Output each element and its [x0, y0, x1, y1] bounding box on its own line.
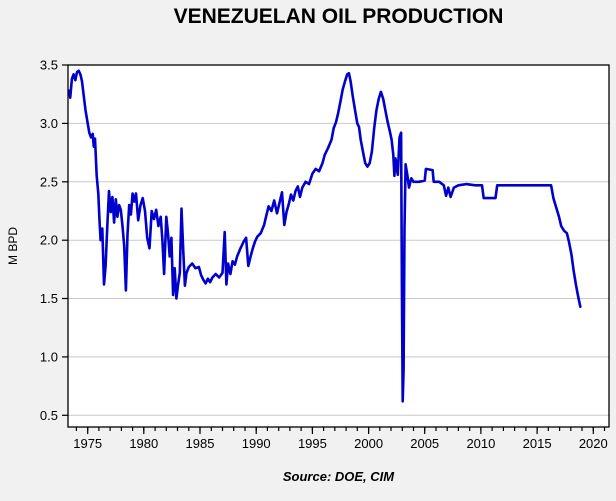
x-tick-label: 2010	[466, 436, 495, 451]
y-axis-title: M BPD	[6, 227, 20, 265]
x-tick-label: 1995	[298, 436, 327, 451]
x-tick-label: 2015	[523, 436, 552, 451]
x-tick-label: 2020	[579, 436, 608, 451]
y-tick-label: 1.5	[40, 291, 58, 306]
y-tick-label: 1.0	[40, 349, 58, 364]
x-tick-label: 1990	[242, 436, 271, 451]
axis-ticks	[62, 64, 606, 434]
y-tick-label: 2.0	[40, 233, 58, 248]
x-tick-label: 1975	[73, 436, 102, 451]
x-tick-label: 2000	[354, 436, 383, 451]
x-tick-label: 2005	[410, 436, 439, 451]
chart-title: VENEZUELAN OIL PRODUCTION	[173, 5, 504, 28]
y-tick-label: 0.5	[40, 408, 58, 423]
gridlines	[68, 122, 609, 416]
axis-frame	[67, 64, 610, 428]
x-tick-label: 1980	[129, 436, 158, 451]
y-tick-label: 2.5	[40, 174, 58, 189]
axis-tick-labels: 0.5 1.0 1.5 2.0 2.5 3.0 3.5 1975 1980 1985 1990 199…	[40, 58, 608, 452]
source-note: Source: DOE, CIM	[282, 469, 395, 484]
y-tick-label: 3.0	[40, 116, 58, 131]
data-line-venezuelan-oil-production	[67, 69, 582, 403]
x-tick-label: 1985	[186, 436, 215, 451]
y-tick-label: 3.5	[40, 58, 58, 73]
plot-area	[68, 65, 609, 427]
